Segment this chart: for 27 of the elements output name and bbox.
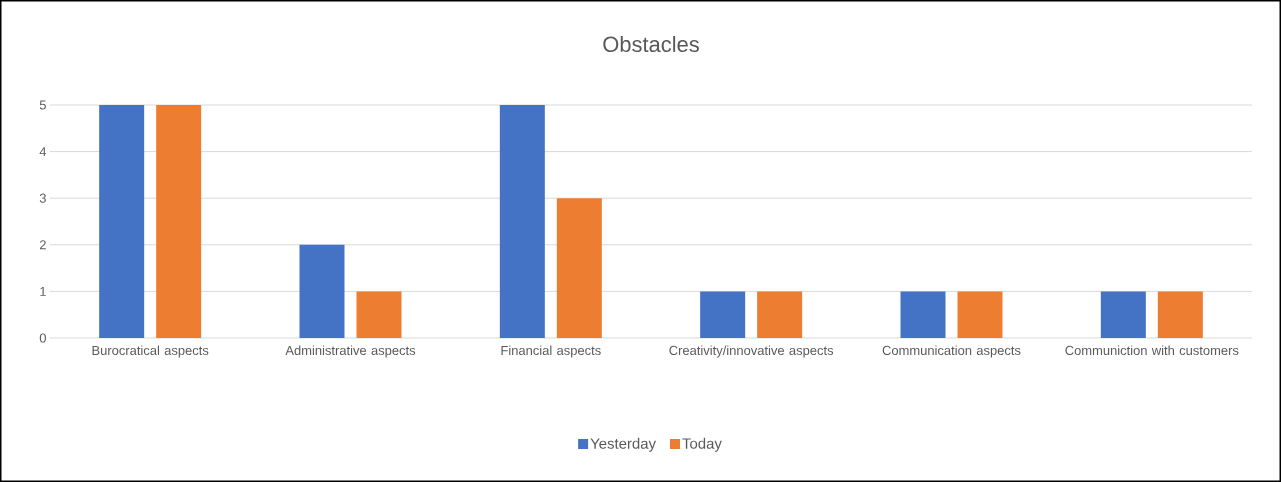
bar xyxy=(156,105,202,338)
bar xyxy=(99,105,145,338)
x-tick-label: Creativity/innovative aspects xyxy=(669,345,834,358)
legend-label: Yesterday xyxy=(590,437,656,452)
bar xyxy=(700,291,746,338)
x-tick-label: Administrative aspects xyxy=(285,345,416,358)
chart-title: Obstacles xyxy=(603,35,699,53)
bar xyxy=(1157,291,1203,338)
x-tick-label: Communication aspects xyxy=(882,345,1021,358)
y-tick-label: 5 xyxy=(39,100,46,110)
y-tick-label: 4 xyxy=(39,147,47,157)
y-tick-label: 3 xyxy=(39,193,46,203)
y-tick-label: 0 xyxy=(39,333,46,343)
bar xyxy=(900,291,946,338)
bar xyxy=(957,291,1003,338)
bar xyxy=(556,198,602,338)
legend-label: Today xyxy=(682,437,722,452)
y-tick-label: 2 xyxy=(39,240,46,250)
x-tick-label: Financial aspects xyxy=(501,345,601,358)
x-tick-label: Communiction with customers xyxy=(1065,345,1239,356)
y-tick-label: 1 xyxy=(40,286,46,296)
bar xyxy=(1100,291,1146,338)
bar xyxy=(757,291,803,338)
bar xyxy=(299,244,345,338)
bar xyxy=(499,105,545,338)
bar xyxy=(356,291,402,338)
x-tick-label: Burocratical aspects xyxy=(92,345,209,358)
